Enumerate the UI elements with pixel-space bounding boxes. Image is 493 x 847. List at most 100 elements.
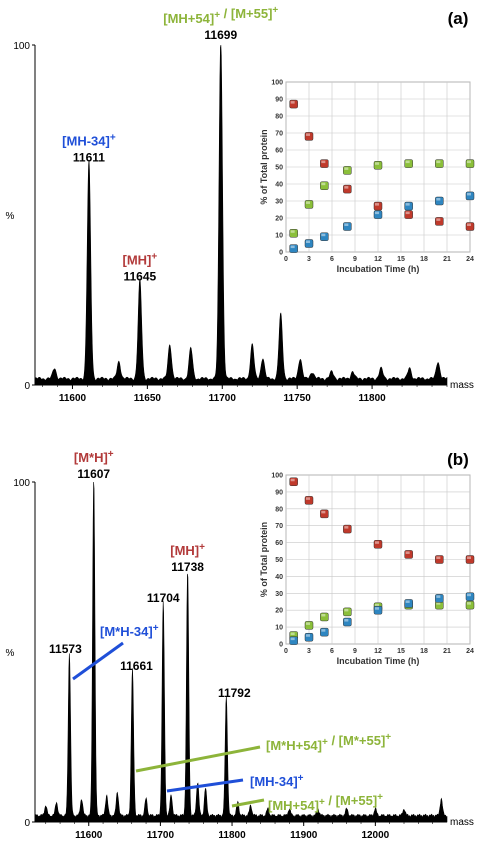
- inset-marker-blue: [465, 191, 475, 201]
- inset-marker-green: [289, 229, 298, 238]
- inset-marker-highlight: [321, 613, 326, 617]
- inset-marker-blue: [435, 196, 444, 206]
- panel-label: (a): [448, 9, 469, 28]
- spectrum-trace: [34, 481, 448, 823]
- inset-marker-highlight: [436, 198, 441, 201]
- annotation-leader-line: [72, 641, 124, 681]
- inset-marker-red: [465, 222, 475, 231]
- x-tick-label: 11800: [358, 393, 386, 404]
- inset-marker-blue: [320, 627, 329, 637]
- inset-marker-green: [435, 159, 444, 168]
- inset-x-tick-label: 12: [374, 648, 382, 655]
- inset-x-tick-label: 3: [307, 256, 311, 263]
- inset-marker-highlight: [344, 186, 349, 189]
- peak-mass-label: 11704: [147, 591, 180, 605]
- inset-marker-red: [320, 159, 329, 168]
- inset-y-tick-label: 60: [275, 540, 283, 547]
- inset-marker-red: [435, 217, 444, 226]
- inset-y-tick-label: 30: [275, 199, 283, 206]
- inset-y-tick-label: 90: [275, 97, 283, 104]
- inset-x-tick-label: 12: [374, 256, 382, 263]
- peak-mass-label: 11607: [77, 467, 110, 481]
- inset-marker-highlight: [290, 101, 295, 104]
- inset-marker-green: [320, 612, 329, 622]
- inset-marker-blue: [304, 632, 314, 642]
- inset-marker-highlight: [306, 634, 310, 637]
- peak-mass-label: 11661: [120, 659, 153, 673]
- inset-y-tick-label: 10: [275, 233, 283, 240]
- inset-marker-highlight: [375, 211, 379, 215]
- inset-marker-green: [320, 181, 329, 190]
- inset-chart: 0 10 20 30 40 50 60 70 80 90 100 0 3 6 9 12 15 18 21 24 Incu…: [259, 473, 475, 666]
- inset-marker-highlight: [467, 192, 471, 196]
- inset-x-tick-label: 24: [466, 648, 474, 655]
- inset-marker-red: [373, 540, 383, 549]
- inset-marker-highlight: [321, 629, 326, 632]
- inset-x-tick-label: 3: [307, 648, 311, 655]
- x-tick-label: 11700: [147, 830, 175, 841]
- x-axis-label: mass: [450, 817, 474, 828]
- inset-marker-highlight: [405, 203, 410, 206]
- inset-y-tick-label: 70: [275, 131, 283, 138]
- inset-marker-green: [304, 621, 314, 630]
- inset-marker-highlight: [405, 551, 410, 554]
- inset-marker-red: [320, 509, 329, 519]
- annotation-label: [M*H-34]+: [100, 623, 159, 639]
- inset-marker-highlight: [344, 526, 349, 529]
- inset-x-tick-label: 21: [443, 648, 451, 655]
- ion-label: [MH]+: [170, 542, 205, 558]
- inset-x-tick-label: 6: [330, 256, 334, 263]
- inset-x-tick-label: 24: [466, 256, 474, 263]
- inset-y-tick-label: 80: [275, 506, 283, 513]
- inset-marker-highlight: [405, 211, 410, 215]
- inset-marker-highlight: [467, 556, 471, 559]
- inset-marker-highlight: [405, 160, 410, 164]
- inset-marker-highlight: [375, 203, 379, 206]
- inset-marker-highlight: [290, 637, 295, 641]
- inset-marker-blue: [304, 239, 314, 248]
- inset-marker-green: [343, 166, 352, 175]
- y-tick-label: 0: [24, 381, 30, 392]
- inset-marker-highlight: [467, 602, 471, 605]
- inset-x-axis-label: Incubation Time (h): [337, 656, 420, 666]
- inset-marker-red: [343, 524, 352, 534]
- x-tick-label: 11750: [284, 393, 312, 404]
- ion-label: [M*H]+: [74, 449, 114, 465]
- x-axis-label: mass: [450, 380, 474, 391]
- peak-mass-label: 11645: [124, 269, 157, 283]
- inset-marker-highlight: [344, 608, 349, 612]
- peak-mass-label: 11792: [218, 686, 251, 700]
- inset-marker-highlight: [321, 510, 326, 514]
- inset-marker-highlight: [306, 201, 310, 204]
- inset-marker-red: [343, 184, 352, 194]
- y-tick-label: 0: [24, 818, 30, 829]
- inset-marker-blue: [320, 232, 329, 241]
- inset-marker-highlight: [321, 233, 326, 237]
- spectrum-trace: [34, 44, 448, 386]
- inset-marker-highlight: [467, 223, 471, 226]
- panel-label: (b): [447, 450, 469, 469]
- inset-y-tick-label: 50: [275, 557, 283, 564]
- x-tick-label: 11600: [75, 830, 103, 841]
- annotation-leader-line: [231, 798, 265, 808]
- ion-label: [MH]+: [123, 251, 158, 267]
- peak-mass-label: 11738: [171, 560, 204, 574]
- inset-marker-highlight: [306, 133, 310, 136]
- inset-marker-blue: [373, 605, 383, 615]
- y-axis-label: %: [6, 211, 15, 222]
- inset-marker-blue: [435, 594, 444, 603]
- inset-marker-highlight: [436, 602, 441, 605]
- inset-marker-highlight: [467, 160, 471, 164]
- inset-marker-blue: [289, 244, 298, 253]
- inset-x-tick-label: 9: [353, 256, 357, 263]
- inset-marker-blue: [404, 201, 413, 211]
- inset-y-axis-label: % of Total protein: [259, 522, 269, 597]
- inset-marker-green: [465, 159, 475, 168]
- inset-marker-highlight: [436, 160, 441, 164]
- inset-marker-highlight: [290, 245, 295, 249]
- inset-x-tick-label: 0: [284, 256, 288, 263]
- inset-marker-highlight: [290, 230, 295, 233]
- inset-marker-red: [304, 132, 314, 141]
- inset-marker-highlight: [344, 223, 349, 226]
- peak-mass-label: 11611: [73, 150, 105, 164]
